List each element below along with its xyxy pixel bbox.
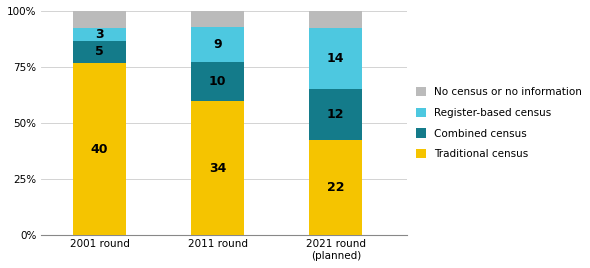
Bar [73,63,126,235]
Bar [309,89,362,140]
Bar [309,28,362,89]
Bar [191,62,244,102]
Bar [191,102,244,235]
Text: 34: 34 [209,162,227,175]
Bar [73,41,126,63]
Text: 10: 10 [209,75,227,88]
Legend: No census or no information, Register-based census, Combined census, Traditional: No census or no information, Register-ba… [415,87,582,159]
Text: 22: 22 [327,181,345,194]
Text: 3: 3 [96,28,104,41]
Bar [309,11,362,28]
Bar [73,28,126,41]
Bar [191,27,244,62]
Bar [309,140,362,235]
Bar [73,11,126,28]
Text: 14: 14 [327,52,345,65]
Text: 9: 9 [214,38,222,51]
Text: 40: 40 [91,143,109,155]
Bar [191,11,244,27]
Text: 5: 5 [95,46,104,58]
Text: 12: 12 [327,108,345,121]
